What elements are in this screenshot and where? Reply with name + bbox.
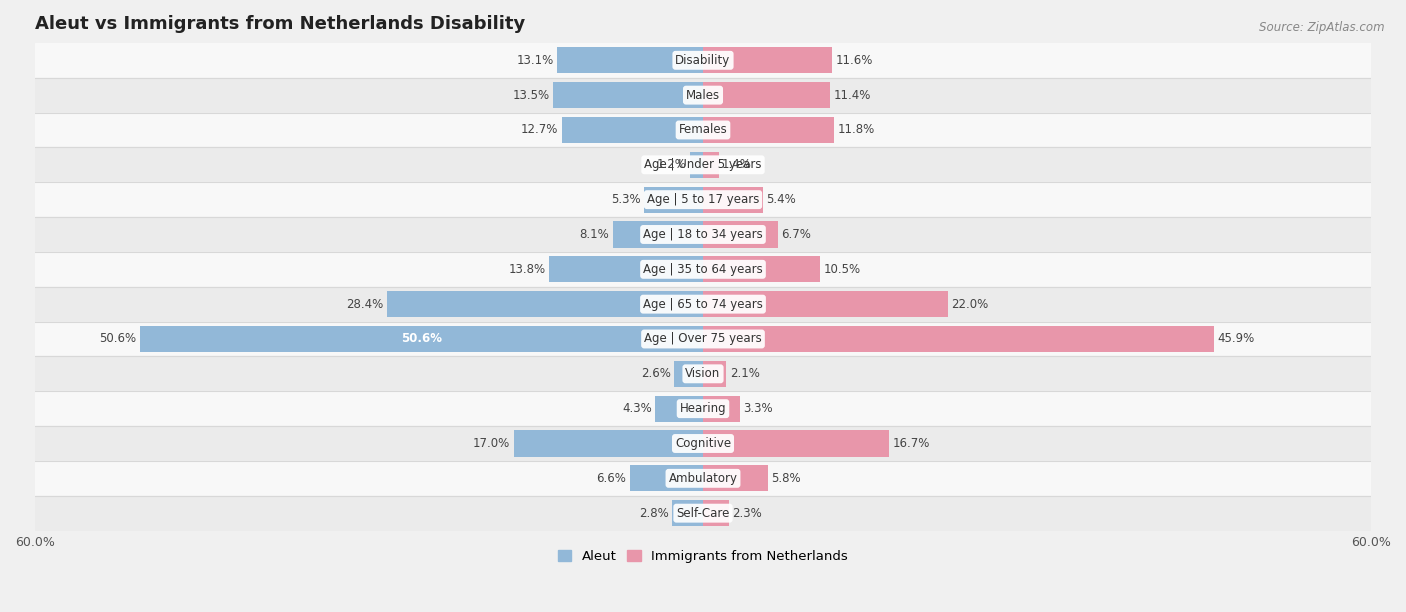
Bar: [561, 117, 703, 143]
Text: 3.3%: 3.3%: [744, 402, 773, 415]
Text: 5.8%: 5.8%: [770, 472, 800, 485]
Text: Cognitive: Cognitive: [675, 437, 731, 450]
Bar: [703, 395, 740, 422]
Text: 2.1%: 2.1%: [730, 367, 759, 380]
Text: Source: ZipAtlas.com: Source: ZipAtlas.com: [1260, 21, 1385, 34]
Text: Disability: Disability: [675, 54, 731, 67]
Bar: [673, 360, 703, 387]
Bar: [550, 256, 703, 282]
Bar: [703, 222, 778, 247]
Bar: [703, 187, 763, 213]
Bar: [35, 391, 1371, 426]
Bar: [35, 43, 1371, 78]
Bar: [35, 321, 1371, 356]
Bar: [557, 47, 703, 73]
Bar: [672, 500, 703, 526]
Text: 5.3%: 5.3%: [612, 193, 641, 206]
Text: 13.8%: 13.8%: [509, 263, 546, 276]
Text: 16.7%: 16.7%: [893, 437, 929, 450]
Text: Aleut vs Immigrants from Netherlands Disability: Aleut vs Immigrants from Netherlands Dis…: [35, 15, 526, 33]
Bar: [513, 430, 703, 457]
Bar: [139, 326, 703, 352]
Text: 22.0%: 22.0%: [952, 297, 988, 311]
Text: 5.4%: 5.4%: [766, 193, 796, 206]
Bar: [703, 256, 820, 282]
Text: 11.8%: 11.8%: [838, 124, 875, 136]
Legend: Aleut, Immigrants from Netherlands: Aleut, Immigrants from Netherlands: [553, 544, 853, 568]
Text: 13.5%: 13.5%: [512, 89, 550, 102]
Text: 11.4%: 11.4%: [834, 89, 870, 102]
Text: 2.3%: 2.3%: [733, 507, 762, 520]
Bar: [655, 395, 703, 422]
Bar: [35, 182, 1371, 217]
Bar: [703, 117, 834, 143]
Text: 6.6%: 6.6%: [596, 472, 626, 485]
Text: 50.6%: 50.6%: [401, 332, 441, 346]
Bar: [703, 47, 832, 73]
Text: 28.4%: 28.4%: [346, 297, 384, 311]
Bar: [35, 113, 1371, 147]
Text: 1.4%: 1.4%: [721, 159, 752, 171]
Text: 45.9%: 45.9%: [1218, 332, 1254, 346]
Bar: [703, 500, 728, 526]
Bar: [613, 222, 703, 247]
Text: Ambulatory: Ambulatory: [668, 472, 738, 485]
Bar: [35, 78, 1371, 113]
Text: 10.5%: 10.5%: [824, 263, 860, 276]
Bar: [703, 152, 718, 178]
Bar: [703, 326, 1213, 352]
Text: Age | Under 5 years: Age | Under 5 years: [644, 159, 762, 171]
Text: 6.7%: 6.7%: [780, 228, 811, 241]
Bar: [35, 426, 1371, 461]
Text: Age | 18 to 34 years: Age | 18 to 34 years: [643, 228, 763, 241]
Text: Age | Over 75 years: Age | Over 75 years: [644, 332, 762, 346]
Bar: [35, 356, 1371, 391]
Bar: [35, 147, 1371, 182]
Text: Females: Females: [679, 124, 727, 136]
Bar: [35, 252, 1371, 287]
Text: 2.6%: 2.6%: [641, 367, 671, 380]
Text: Self-Care: Self-Care: [676, 507, 730, 520]
Bar: [689, 152, 703, 178]
Bar: [387, 291, 703, 317]
Text: Age | 65 to 74 years: Age | 65 to 74 years: [643, 297, 763, 311]
Text: 50.6%: 50.6%: [100, 332, 136, 346]
Bar: [553, 82, 703, 108]
Bar: [703, 465, 768, 491]
Bar: [35, 217, 1371, 252]
Text: 2.8%: 2.8%: [638, 507, 668, 520]
Bar: [703, 82, 830, 108]
Bar: [644, 187, 703, 213]
Text: 4.3%: 4.3%: [621, 402, 652, 415]
Bar: [35, 461, 1371, 496]
Text: 1.2%: 1.2%: [657, 159, 686, 171]
Text: Age | 35 to 64 years: Age | 35 to 64 years: [643, 263, 763, 276]
Bar: [35, 496, 1371, 531]
Bar: [703, 360, 727, 387]
Text: Males: Males: [686, 89, 720, 102]
Bar: [703, 430, 889, 457]
Text: 12.7%: 12.7%: [520, 124, 558, 136]
Bar: [703, 291, 948, 317]
Text: Vision: Vision: [685, 367, 721, 380]
Text: 11.6%: 11.6%: [835, 54, 873, 67]
Bar: [35, 287, 1371, 321]
Text: 13.1%: 13.1%: [516, 54, 554, 67]
Text: 8.1%: 8.1%: [579, 228, 609, 241]
Text: Hearing: Hearing: [679, 402, 727, 415]
Text: 17.0%: 17.0%: [474, 437, 510, 450]
Bar: [630, 465, 703, 491]
Text: Age | 5 to 17 years: Age | 5 to 17 years: [647, 193, 759, 206]
